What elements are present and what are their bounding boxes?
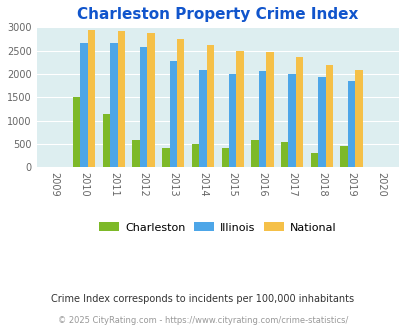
Bar bbox=[110, 43, 117, 167]
Bar bbox=[221, 148, 228, 167]
Bar bbox=[251, 140, 258, 167]
Bar bbox=[139, 47, 147, 167]
Bar bbox=[177, 39, 184, 167]
Bar bbox=[317, 77, 325, 167]
Bar bbox=[80, 43, 87, 167]
Bar bbox=[102, 114, 110, 167]
Bar bbox=[310, 153, 317, 167]
Text: Crime Index corresponds to incidents per 100,000 inhabitants: Crime Index corresponds to incidents per… bbox=[51, 294, 354, 304]
Bar bbox=[265, 52, 273, 167]
Bar bbox=[117, 31, 125, 167]
Bar bbox=[228, 74, 236, 167]
Bar bbox=[354, 70, 362, 167]
Bar bbox=[147, 33, 154, 167]
Bar bbox=[73, 97, 80, 167]
Bar bbox=[169, 61, 177, 167]
Bar bbox=[87, 30, 95, 167]
Bar bbox=[280, 142, 288, 167]
Bar bbox=[132, 140, 139, 167]
Legend: Charleston, Illinois, National: Charleston, Illinois, National bbox=[95, 218, 340, 237]
Bar bbox=[288, 74, 295, 167]
Bar bbox=[191, 144, 199, 167]
Bar bbox=[339, 146, 347, 167]
Bar bbox=[295, 57, 303, 167]
Bar bbox=[347, 81, 354, 167]
Bar bbox=[206, 46, 213, 167]
Bar bbox=[325, 65, 332, 167]
Bar bbox=[162, 148, 169, 167]
Text: © 2025 CityRating.com - https://www.cityrating.com/crime-statistics/: © 2025 CityRating.com - https://www.city… bbox=[58, 316, 347, 325]
Title: Charleston Property Crime Index: Charleston Property Crime Index bbox=[77, 7, 358, 22]
Bar bbox=[199, 70, 206, 167]
Bar bbox=[258, 71, 265, 167]
Bar bbox=[236, 50, 243, 167]
